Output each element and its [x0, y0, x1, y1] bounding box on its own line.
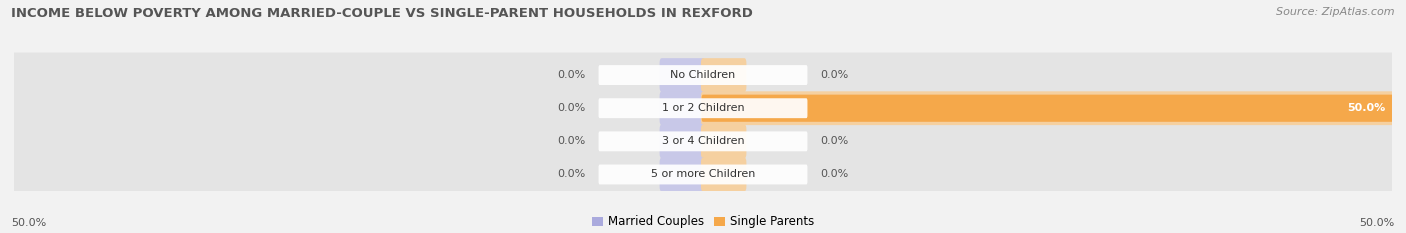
Text: No Children: No Children — [671, 70, 735, 80]
FancyBboxPatch shape — [10, 53, 1396, 98]
Text: 0.0%: 0.0% — [820, 136, 848, 146]
FancyBboxPatch shape — [599, 164, 807, 185]
Text: Source: ZipAtlas.com: Source: ZipAtlas.com — [1277, 7, 1395, 17]
FancyBboxPatch shape — [10, 119, 1396, 164]
Text: 0.0%: 0.0% — [820, 70, 848, 80]
FancyBboxPatch shape — [599, 98, 807, 118]
Text: 50.0%: 50.0% — [11, 218, 46, 228]
Text: 50.0%: 50.0% — [1347, 103, 1385, 113]
Legend: Married Couples, Single Parents: Married Couples, Single Parents — [586, 210, 820, 233]
Text: 0.0%: 0.0% — [820, 169, 848, 179]
FancyBboxPatch shape — [659, 58, 704, 92]
FancyBboxPatch shape — [702, 95, 1393, 122]
Text: 3 or 4 Children: 3 or 4 Children — [662, 136, 744, 146]
FancyBboxPatch shape — [702, 58, 747, 92]
Text: 5 or more Children: 5 or more Children — [651, 169, 755, 179]
Text: INCOME BELOW POVERTY AMONG MARRIED-COUPLE VS SINGLE-PARENT HOUSEHOLDS IN REXFORD: INCOME BELOW POVERTY AMONG MARRIED-COUPL… — [11, 7, 754, 20]
FancyBboxPatch shape — [599, 131, 807, 151]
FancyBboxPatch shape — [10, 86, 1396, 131]
FancyBboxPatch shape — [599, 65, 807, 85]
Text: 0.0%: 0.0% — [558, 103, 586, 113]
Text: 0.0%: 0.0% — [558, 169, 586, 179]
Text: 1 or 2 Children: 1 or 2 Children — [662, 103, 744, 113]
Text: 50.0%: 50.0% — [1360, 218, 1395, 228]
FancyBboxPatch shape — [702, 158, 747, 191]
Text: 0.0%: 0.0% — [558, 136, 586, 146]
FancyBboxPatch shape — [659, 158, 704, 191]
FancyBboxPatch shape — [702, 124, 747, 158]
Text: 0.0%: 0.0% — [558, 70, 586, 80]
FancyBboxPatch shape — [702, 91, 1393, 125]
FancyBboxPatch shape — [659, 91, 704, 125]
FancyBboxPatch shape — [659, 124, 704, 158]
FancyBboxPatch shape — [10, 152, 1396, 197]
